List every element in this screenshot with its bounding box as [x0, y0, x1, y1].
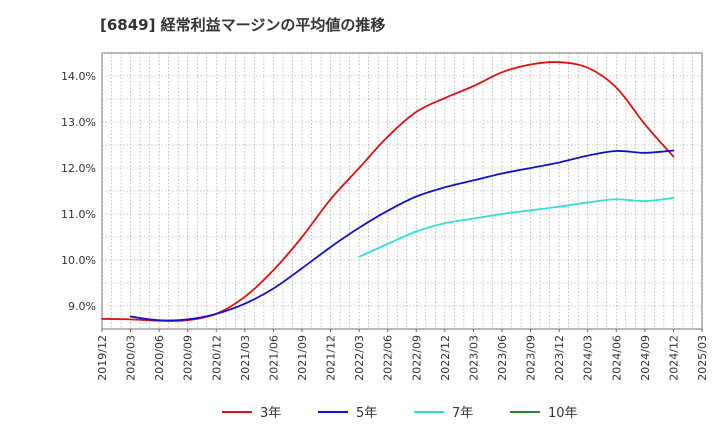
series-line-1 — [101, 61, 675, 322]
x-tick-label: 2024/03 — [582, 335, 595, 381]
x-tick-label: 2021/03 — [239, 335, 252, 381]
x-tick-label: 2022/12 — [439, 335, 452, 381]
series-line-2 — [129, 149, 675, 322]
series-lines — [101, 61, 675, 322]
x-tick-label: 2020/09 — [182, 335, 195, 381]
legend-label-4: 10年 — [548, 406, 578, 421]
x-tick-label: 2023/09 — [525, 335, 538, 381]
x-tick-label: 2022/09 — [410, 335, 423, 381]
chart-title: [6849] 経常利益マージンの平均値の推移 — [100, 16, 385, 34]
x-tick-label: 2019/12 — [96, 335, 109, 381]
x-tick-label: 2020/06 — [153, 335, 166, 381]
grid-lines — [101, 52, 703, 330]
x-tick-label: 2022/03 — [353, 335, 366, 381]
x-tick-label: 2024/06 — [610, 335, 623, 381]
x-tick-label: 2020/12 — [210, 335, 223, 381]
x-tick-label: 2023/03 — [467, 335, 480, 381]
legend-label-3: 7年 — [452, 406, 473, 421]
x-tick-label: 2023/12 — [553, 335, 566, 381]
y-tick-label: 10.0% — [61, 254, 96, 267]
series-line-3 — [358, 197, 675, 258]
y-tick-label: 13.0% — [61, 116, 96, 129]
legend: 3年 5年 7年 10年 — [222, 406, 578, 421]
y-tick-label: 14.0% — [61, 70, 96, 83]
y-axis-ticks: 9.0% 10.0% 11.0% 12.0% 13.0% 14.0% — [61, 70, 96, 313]
x-tick-label: 2024/12 — [667, 335, 680, 381]
legend-label-2: 5年 — [356, 406, 377, 421]
y-tick-label: 9.0% — [68, 300, 96, 313]
x-tick-label: 2025/03 — [696, 335, 709, 381]
y-tick-label: 11.0% — [61, 208, 96, 221]
x-tick-label: 2024/09 — [639, 335, 652, 381]
x-tick-label: 2021/09 — [296, 335, 309, 381]
x-tick-label: 2021/12 — [325, 335, 338, 381]
x-axis-ticks: 2019/12 2020/03 2020/06 2020/09 2020/12 2021/… — [96, 329, 709, 381]
y-tick-label: 12.0% — [61, 162, 96, 175]
x-tick-label: 2021/06 — [267, 335, 280, 381]
legend-label-1: 3年 — [260, 406, 281, 421]
x-tick-label: 2022/06 — [382, 335, 395, 381]
plot-area — [101, 52, 703, 330]
x-tick-label: 2023/06 — [496, 335, 509, 381]
x-tick-label: 2020/03 — [125, 335, 138, 381]
